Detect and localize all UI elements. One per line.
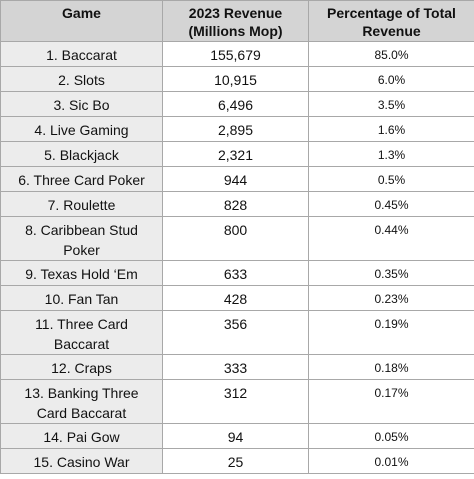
column-header: 2023 Revenue (Millions Mop) [162, 0, 309, 42]
revenue-cell: 25 [162, 448, 309, 474]
revenue-cell: 333 [162, 354, 309, 380]
revenue-cell: 10,915 [162, 66, 309, 92]
table-row: 5. Blackjack 2,321 1.3% [0, 141, 474, 167]
table-row: 14. Pai Gow 94 0.05% [0, 423, 474, 449]
revenue-cell: 828 [162, 191, 309, 217]
percentage-cell: 85.0% [308, 41, 474, 67]
table-row: 9. Texas Hold ‘Em 633 0.35% [0, 260, 474, 286]
percentage-cell: 0.5% [308, 166, 474, 192]
table-row: 4. Live Gaming 2,895 1.6% [0, 116, 474, 142]
game-cell: 15. Casino War [0, 448, 163, 474]
table-row: 3. Sic Bo 6,496 3.5% [0, 91, 474, 117]
revenue-cell: 800 [162, 216, 309, 261]
revenue-cell: 6,496 [162, 91, 309, 117]
percentage-cell: 0.05% [308, 423, 474, 449]
revenue-cell: 155,679 [162, 41, 309, 67]
percentage-cell: 0.18% [308, 354, 474, 380]
game-cell: 9. Texas Hold ‘Em [0, 260, 163, 286]
revenue-cell: 633 [162, 260, 309, 286]
game-cell: 4. Live Gaming [0, 116, 163, 142]
percentage-cell: 6.0% [308, 66, 474, 92]
game-cell: 10. Fan Tan [0, 285, 163, 311]
revenue-cell: 312 [162, 379, 309, 424]
column-header: Game [0, 0, 163, 42]
table-row: 12. Craps 333 0.18% [0, 354, 474, 380]
header-row: Game 2023 Revenue (Millions Mop) Percentag… [0, 0, 474, 42]
revenue-cell: 2,321 [162, 141, 309, 167]
table-row: 10. Fan Tan 428 0.23% [0, 285, 474, 311]
column-header: Percentage of Total Revenue [308, 0, 474, 42]
game-cell: 3. Sic Bo [0, 91, 163, 117]
revenue-cell: 2,895 [162, 116, 309, 142]
revenue-cell: 356 [162, 310, 309, 355]
percentage-cell: 0.01% [308, 448, 474, 474]
game-cell: 2. Slots [0, 66, 163, 92]
table-row: 6. Three Card Poker 944 0.5% [0, 166, 474, 192]
percentage-cell: 0.45% [308, 191, 474, 217]
game-cell: 6. Three Card Poker [0, 166, 163, 192]
game-cell: 7. Roulette [0, 191, 163, 217]
percentage-cell: 0.23% [308, 285, 474, 311]
percentage-cell: 0.35% [308, 260, 474, 286]
game-cell: 8. Caribbean Stud Poker [0, 216, 163, 261]
percentage-cell: 0.44% [308, 216, 474, 261]
revenue-cell: 944 [162, 166, 309, 192]
table-body: 1. Baccarat 155,679 85.0% 2. Slots 10,915 6.0… [0, 41, 474, 474]
table-row: 15. Casino War 25 0.01% [0, 448, 474, 474]
table-row: 8. Caribbean Stud Poker 800 0.44% [0, 216, 474, 261]
game-cell: 14. Pai Gow [0, 423, 163, 449]
table-row: 1. Baccarat 155,679 85.0% [0, 41, 474, 67]
game-cell: 11. Three Card Baccarat [0, 310, 163, 355]
percentage-cell: 1.3% [308, 141, 474, 167]
percentage-cell: 0.17% [308, 379, 474, 424]
table-row: 11. Three Card Baccarat 356 0.19% [0, 310, 474, 355]
percentage-cell: 0.19% [308, 310, 474, 355]
game-cell: 13. Banking Three Card Baccarat [0, 379, 163, 424]
table-row: 2. Slots 10,915 6.0% [0, 66, 474, 92]
game-cell: 12. Craps [0, 354, 163, 380]
game-cell: 1. Baccarat [0, 41, 163, 67]
game-cell: 5. Blackjack [0, 141, 163, 167]
revenue-cell: 428 [162, 285, 309, 311]
revenue-cell: 94 [162, 423, 309, 449]
table-row: 13. Banking Three Card Baccarat 312 0.17% [0, 379, 474, 424]
percentage-cell: 3.5% [308, 91, 474, 117]
table-row: 7. Roulette 828 0.45% [0, 191, 474, 217]
percentage-cell: 1.6% [308, 116, 474, 142]
